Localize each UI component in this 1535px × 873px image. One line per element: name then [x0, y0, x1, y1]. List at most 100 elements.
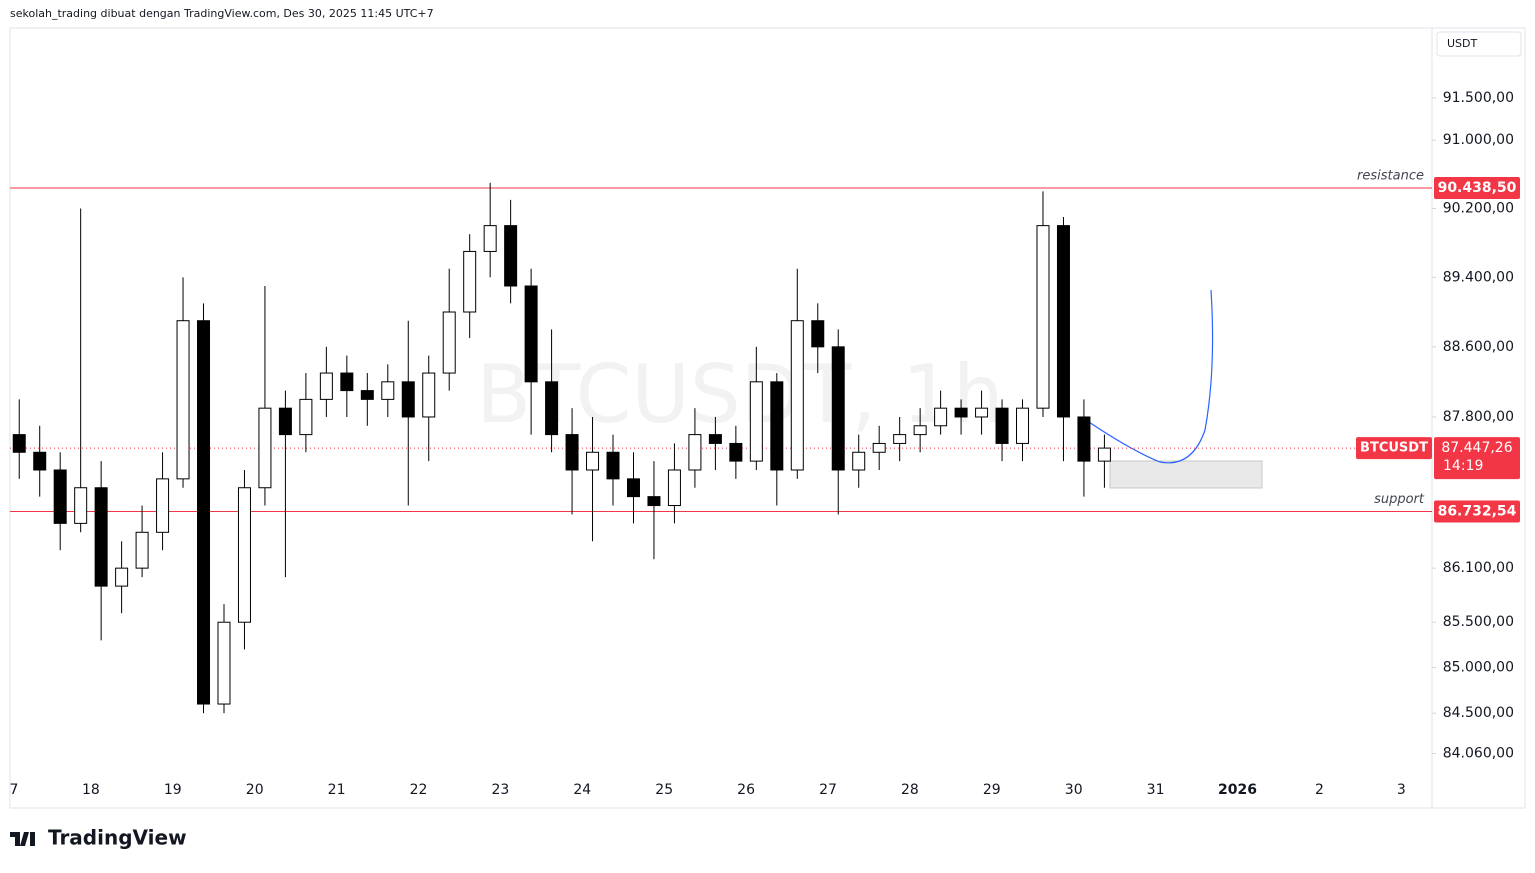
y-tick-label: 91.500,00 [1443, 90, 1514, 106]
level-name: support [1374, 492, 1425, 507]
zone-box [1109, 460, 1263, 489]
candle-body [319, 372, 333, 400]
level-tag [1434, 177, 1520, 200]
x-tick-label: 2 [1315, 782, 1324, 798]
x-tick-label: 23 [491, 782, 509, 798]
attribution: sekolah_trading dibuat dengan TradingVie… [10, 7, 434, 20]
candle-body [586, 451, 600, 471]
candle-body [913, 425, 927, 436]
candle-body [422, 372, 436, 418]
candle-body [872, 442, 886, 453]
candle-body [197, 320, 211, 705]
candle-body [340, 372, 354, 392]
x-tick-label: 27 [819, 782, 837, 798]
projection-curve [1082, 289, 1214, 464]
x-tick-label: 22 [410, 782, 428, 798]
symbol-label: BTCUSDT [1360, 441, 1428, 456]
candle-body [278, 407, 292, 436]
candle-body [647, 496, 661, 507]
candle-body [94, 487, 108, 587]
candle-body [1056, 225, 1070, 418]
candle-body [934, 407, 948, 427]
x-tick-label: 29 [983, 782, 1001, 798]
x-tick-label: 7 [10, 782, 19, 798]
candle-body [893, 434, 907, 444]
candle-body [565, 434, 579, 471]
y-tick-label: 88.600,00 [1443, 339, 1514, 355]
candle-body [1097, 447, 1111, 462]
y-tick-label: 85.000,00 [1443, 660, 1514, 676]
candle-body [811, 320, 825, 348]
candle-body [667, 469, 681, 507]
level-name: resistance [1357, 169, 1424, 184]
x-tick-label: 21 [328, 782, 346, 798]
level-label: 86.732,54 [1438, 504, 1517, 520]
x-tick-label: 30 [1065, 782, 1083, 798]
y-tick-label: 85.500,00 [1443, 614, 1514, 630]
candle-body [360, 390, 374, 400]
logo-mark [10, 832, 35, 846]
x-tick-label: 24 [573, 782, 591, 798]
x-tick-label: 25 [655, 782, 673, 798]
candle-body [176, 320, 190, 480]
level-tag [1434, 500, 1520, 523]
logo: TradingView [10, 826, 187, 850]
candle-body [401, 381, 415, 418]
y-tick-label: 89.400,00 [1443, 269, 1514, 285]
x-tick-label: 20 [246, 782, 264, 798]
candle-body [524, 285, 538, 383]
countdown: 14:19 [1443, 458, 1483, 474]
price-label: 87.447,26 [1441, 440, 1512, 456]
candle-body [545, 381, 559, 436]
candle-body [504, 225, 518, 287]
candle-body [381, 381, 395, 400]
candle-body [33, 451, 47, 471]
candle-body [53, 469, 67, 524]
x-tick-label: 2026 [1218, 782, 1257, 798]
candle-body [852, 451, 866, 471]
x-tick-label: 31 [1147, 782, 1165, 798]
candle-body [975, 407, 989, 418]
candle-body [258, 407, 272, 489]
y-tick-label: 84.500,00 [1443, 705, 1514, 721]
candle-body [1016, 407, 1030, 444]
candle-body [770, 381, 784, 471]
candle-body [1077, 416, 1091, 462]
candle-body [1036, 225, 1050, 409]
x-tick-label: 3 [1397, 782, 1406, 798]
x-tick-label: 18 [82, 782, 100, 798]
candle-body [688, 434, 702, 471]
level-label: 90.438,50 [1438, 180, 1517, 196]
y-tick-label: 87.800,00 [1443, 409, 1514, 425]
candle-body [995, 407, 1009, 444]
candle-body [708, 434, 722, 444]
y-tick-label: 86.100,00 [1443, 560, 1514, 576]
candle-body [626, 478, 640, 498]
candle-body [729, 442, 743, 462]
candle-body [606, 451, 620, 480]
candle-body [483, 225, 497, 252]
candle-body [831, 346, 845, 471]
brand: TradingView [48, 826, 187, 850]
candle-body [442, 311, 456, 374]
currency-box[interactable] [1436, 31, 1522, 57]
x-tick-label: 19 [164, 782, 182, 798]
candle-body [74, 487, 88, 524]
price-tag [1434, 437, 1520, 480]
candle-body [749, 381, 763, 462]
candle-body [954, 407, 968, 418]
y-tick-label: 91.000,00 [1443, 132, 1514, 148]
candle-body [217, 621, 231, 705]
candle-body [156, 478, 170, 533]
candle-body [463, 250, 477, 313]
candle-body [299, 398, 313, 436]
currency: USDT [1447, 37, 1478, 50]
candle-body [12, 434, 26, 453]
y-tick-label: 90.200,00 [1443, 200, 1514, 216]
symbol-tag [1356, 437, 1432, 460]
candle-body [135, 531, 149, 569]
candle-body [237, 487, 251, 623]
candle-body [115, 567, 129, 587]
